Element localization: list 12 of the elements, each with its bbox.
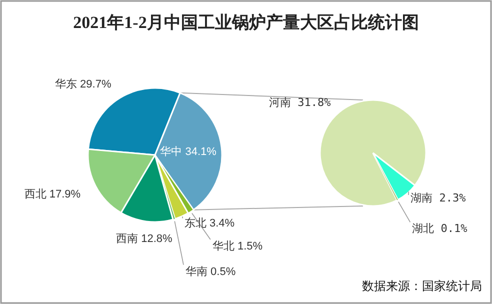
slice-label: 湖北 0.1% — [412, 222, 468, 236]
slice-label: 华北 1.5% — [212, 240, 263, 253]
chart-title: 2021年1-2月中国工业锅炉产量大区占比统计图 — [73, 13, 419, 32]
slice-label: 华东 29.7% — [55, 78, 112, 91]
slice-label: 东北 3.4% — [184, 216, 235, 230]
slice-label: 西南 12.8% — [116, 232, 173, 246]
slice-label: 湖南 2.3% — [410, 192, 466, 205]
slice-label: 西北 17.9% — [24, 187, 81, 200]
slice-label: 河南 31.8% — [268, 96, 332, 109]
source-note: 数据来源：国家统计局 — [362, 279, 482, 293]
slice-label: 华中 34.1% — [160, 145, 217, 158]
slice-label: 华南 0.5% — [186, 264, 236, 278]
